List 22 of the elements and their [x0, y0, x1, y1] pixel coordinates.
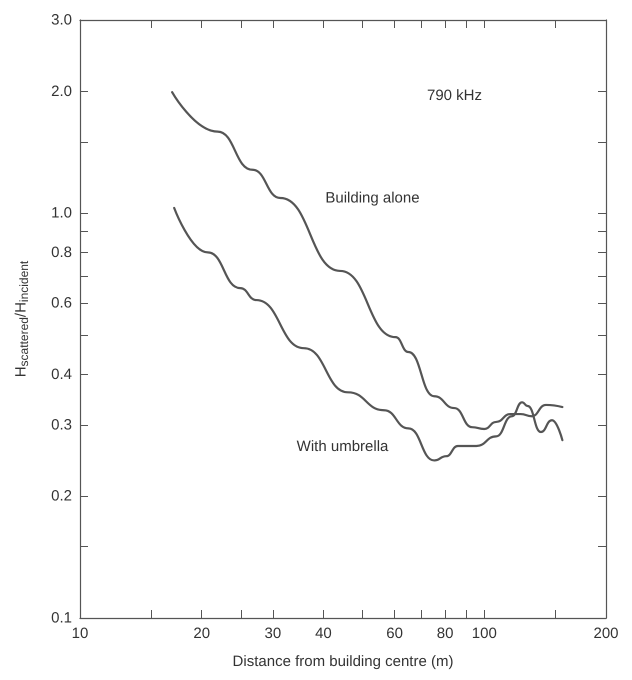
series-label: With umbrella	[296, 438, 390, 455]
y-tick-label: 0.8	[51, 244, 72, 261]
x-tick-label: 80	[436, 625, 454, 642]
y-axis-title: Hscattered/Hincident	[12, 260, 31, 378]
y-tick-label: 2.0	[51, 82, 72, 100]
y-tick-label: 0.2	[51, 488, 72, 505]
y-tick-label: 0.4	[51, 366, 72, 383]
x-tick-label: 60	[386, 625, 403, 642]
x-tick-label: 20	[193, 625, 210, 642]
y-tick-label: 0.3	[51, 416, 72, 434]
x-tick-label: 10	[72, 625, 88, 642]
x-tick-label: 30	[264, 625, 282, 642]
y-tick-label: 0.1	[51, 610, 72, 626]
x-axis-title: Distance from building centre (m)	[232, 653, 454, 670]
x-tick-label: 40	[315, 625, 332, 642]
x-tick-label: 200	[593, 625, 619, 642]
series-label: Building alone	[325, 190, 420, 207]
y-tick-label: 1.0	[51, 204, 72, 222]
x-tick-label: 100	[472, 625, 497, 642]
y-tick-label: 3.0	[51, 12, 72, 28]
y-tick-label: 0.6	[51, 294, 72, 312]
annotation: 790 kHz	[426, 87, 482, 104]
